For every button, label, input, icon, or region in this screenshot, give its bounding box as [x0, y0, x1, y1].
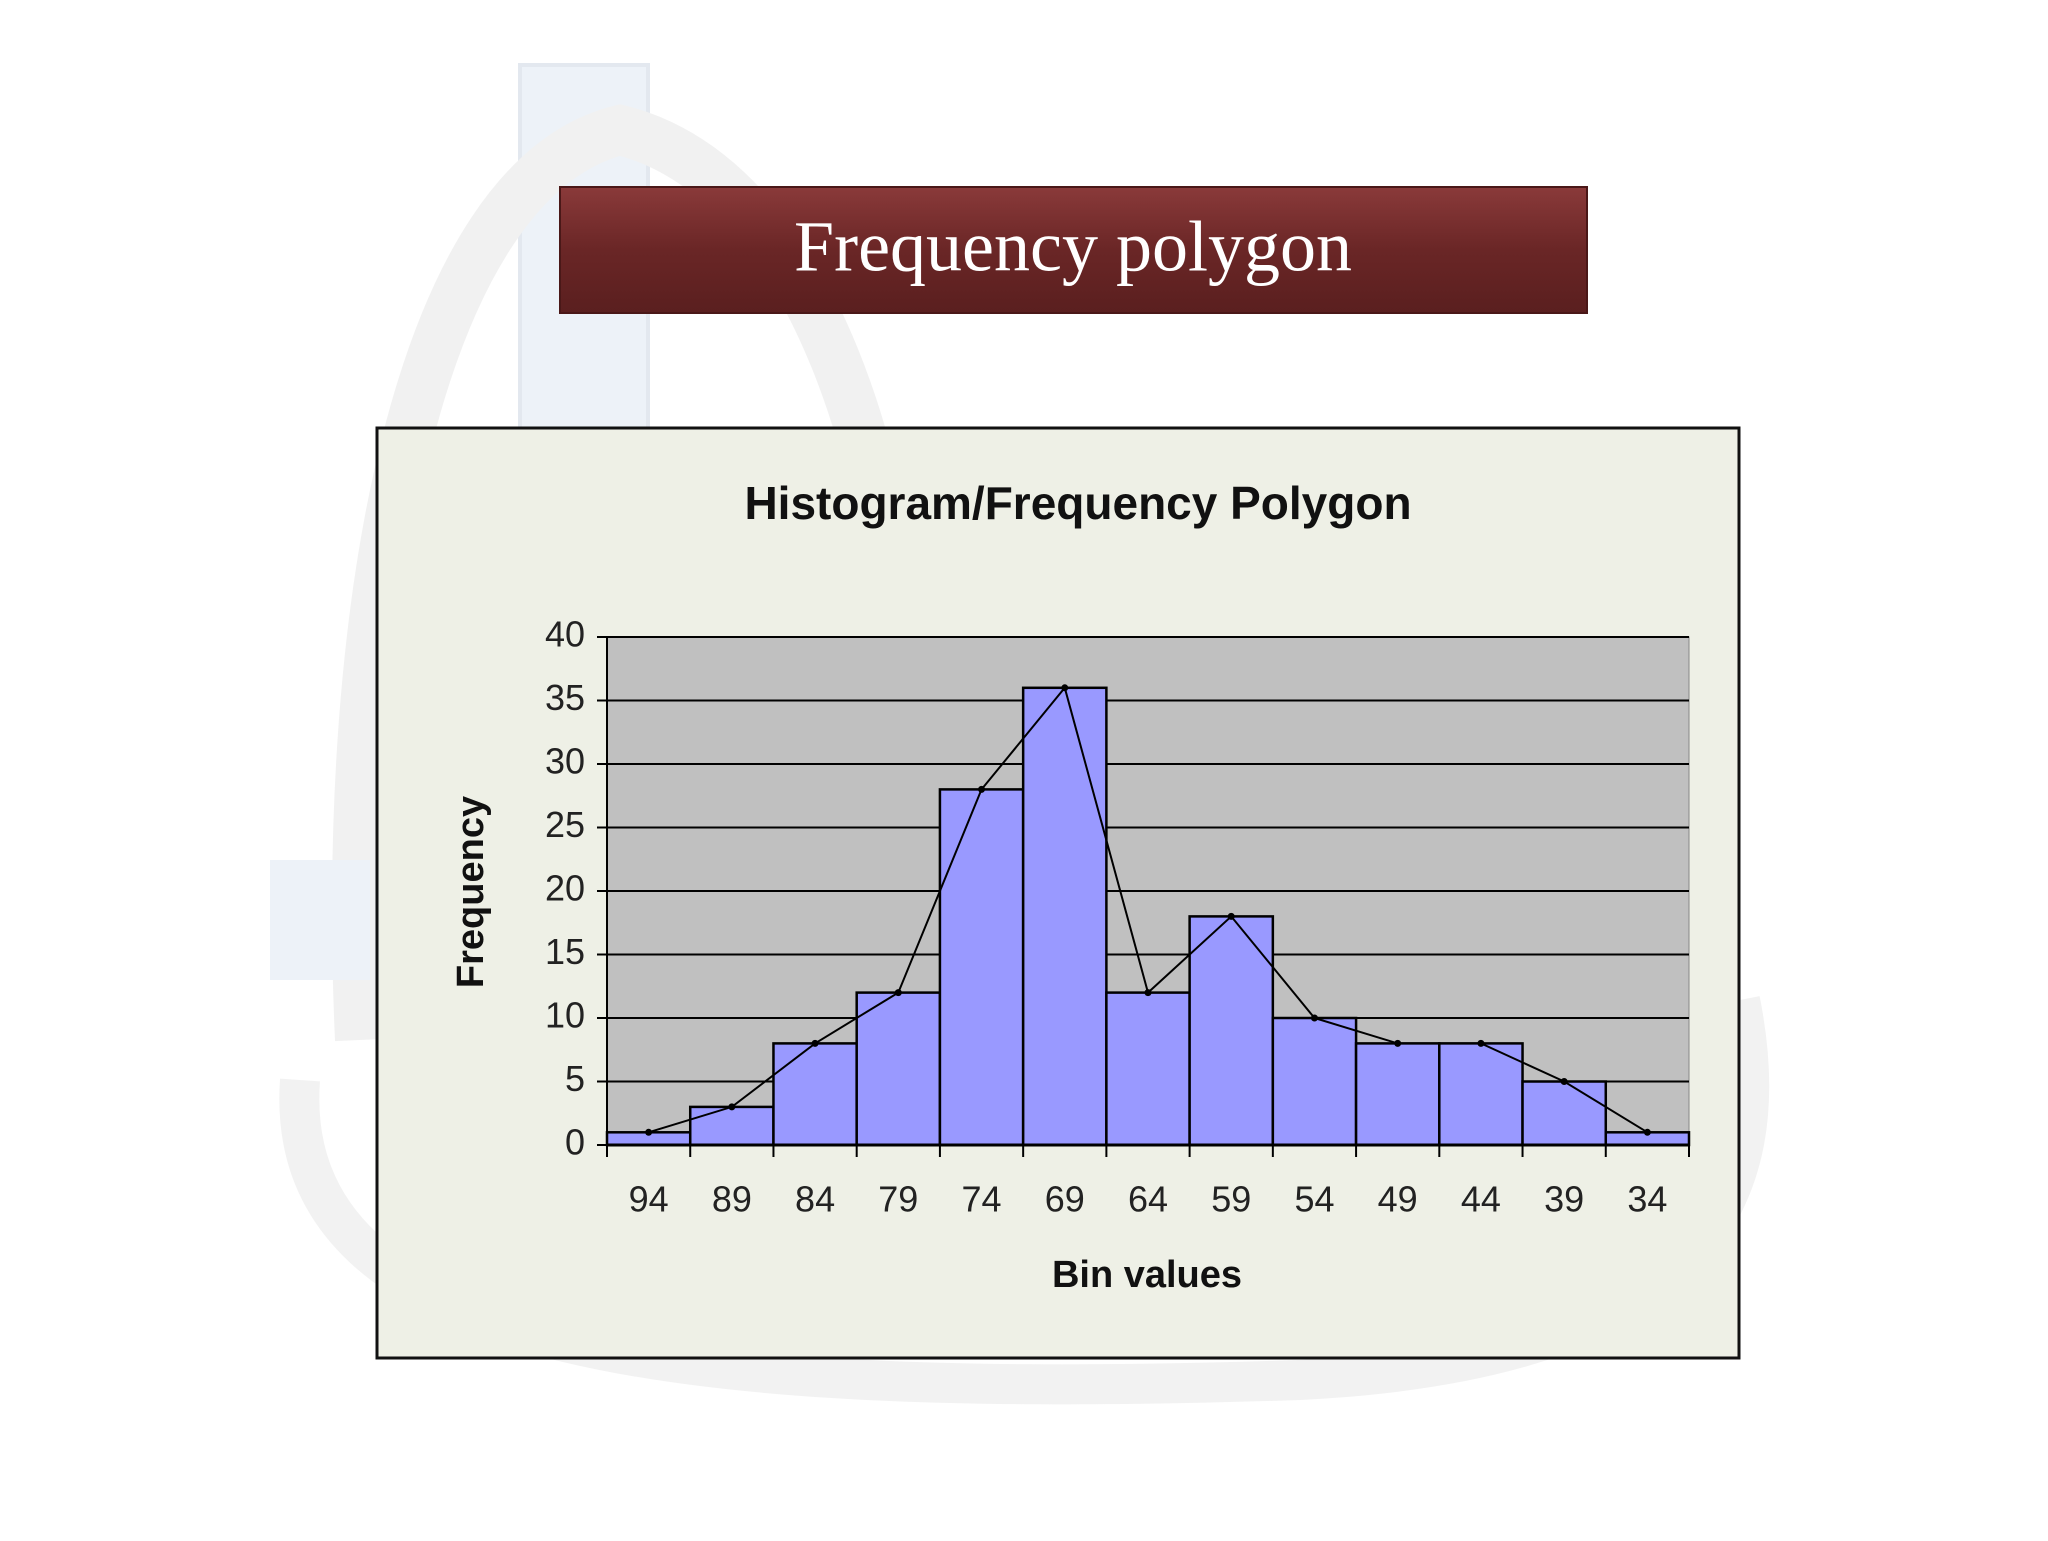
x-tick-label: 84 — [795, 1179, 835, 1220]
y-tick-label: 30 — [545, 741, 585, 782]
y-tick-label: 0 — [565, 1122, 585, 1163]
chart-title: Histogram/Frequency Polygon — [744, 477, 1411, 529]
y-tick-label: 20 — [545, 868, 585, 909]
bar — [772, 1042, 858, 1147]
x-axis-label: Bin values — [1052, 1254, 1242, 1296]
bar — [1105, 991, 1191, 1147]
x-tick-label: 34 — [1627, 1179, 1667, 1220]
x-tick-label: 69 — [1045, 1179, 1085, 1220]
polygon-vertex — [1310, 1014, 1318, 1022]
bar — [1521, 1080, 1608, 1147]
y-tick-label: 40 — [545, 614, 585, 655]
bar — [1354, 1042, 1441, 1147]
bar — [1021, 686, 1108, 1147]
bar — [855, 991, 942, 1147]
polygon-vertex — [1643, 1128, 1651, 1136]
polygon-vertex — [894, 989, 902, 997]
slide-title: Frequency polygon — [794, 207, 1352, 287]
polygon-vertex — [645, 1128, 653, 1136]
polygon-vertex — [728, 1103, 736, 1111]
x-tick-label: 79 — [878, 1179, 918, 1220]
y-tick-label: 25 — [545, 804, 585, 845]
polygon-vertex — [1061, 684, 1069, 692]
x-tick-label: 39 — [1544, 1179, 1584, 1220]
title-banner — [559, 186, 1588, 314]
polygon-vertex — [811, 1039, 819, 1047]
y-tick-label: 15 — [545, 931, 585, 972]
polygon-vertex — [978, 785, 986, 793]
x-tick-label: 44 — [1461, 1179, 1501, 1220]
x-tick-label: 64 — [1128, 1179, 1168, 1220]
x-tick-label: 74 — [962, 1179, 1002, 1220]
polygon-vertex — [1477, 1039, 1485, 1047]
y-tick-label: 10 — [545, 995, 585, 1036]
x-tick-label: 49 — [1378, 1179, 1418, 1220]
y-axis-label: Frequency — [450, 796, 492, 988]
x-tick-label: 59 — [1211, 1179, 1251, 1220]
bar — [688, 1105, 775, 1147]
polygon-vertex — [1227, 912, 1235, 920]
bar — [938, 788, 1025, 1147]
bar — [1271, 1016, 1358, 1147]
x-tick-label: 54 — [1294, 1179, 1334, 1220]
polygon-vertex — [1560, 1078, 1568, 1085]
y-tick-label: 5 — [565, 1058, 585, 1099]
x-tick-label: 89 — [712, 1179, 752, 1220]
polygon-vertex — [1394, 1039, 1402, 1047]
x-tick-label: 94 — [629, 1179, 669, 1220]
bar — [1438, 1042, 1524, 1147]
y-tick-label: 35 — [545, 677, 585, 718]
polygon-vertex — [1144, 989, 1152, 997]
